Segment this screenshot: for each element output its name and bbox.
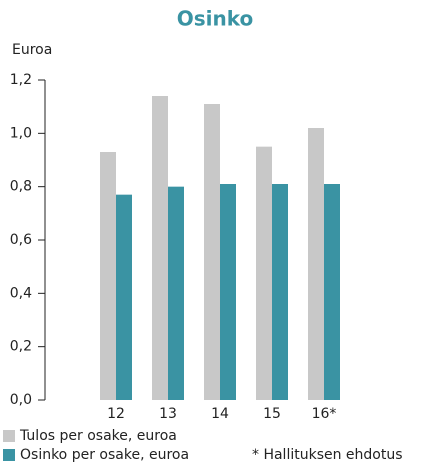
bar — [324, 184, 340, 400]
y-tick-label: 0,8 — [10, 179, 32, 195]
bar — [152, 96, 168, 400]
x-tick-label: 14 — [211, 406, 229, 422]
y-axis-label: Euroa — [12, 42, 52, 58]
annotation: * Hallituksen ehdotus — [252, 447, 403, 463]
y-tick-label: 0,4 — [10, 285, 32, 301]
y-tick-label: 0,2 — [10, 339, 32, 355]
bar — [220, 184, 236, 400]
bar — [204, 104, 220, 400]
x-tick-label: 12 — [107, 406, 125, 422]
legend-label: Tulos per osake, euroa — [19, 428, 177, 444]
x-tick-label: 13 — [159, 406, 177, 422]
y-tick-label: 0,0 — [10, 392, 32, 408]
bar — [100, 152, 116, 400]
x-tick-label: 15 — [263, 406, 281, 422]
bar — [308, 128, 324, 400]
y-tick-label: 1,2 — [10, 72, 32, 88]
y-tick-label: 1,0 — [10, 125, 32, 141]
legend-label: Osinko per osake, euroa — [20, 447, 189, 463]
bar — [116, 194, 132, 400]
bar — [272, 184, 288, 400]
y-tick-label: 0,6 — [10, 232, 32, 248]
legend-swatch — [3, 449, 15, 461]
bar — [168, 186, 184, 400]
legend-swatch — [3, 430, 15, 442]
chart-title: Osinko — [177, 7, 254, 31]
bar — [256, 146, 272, 400]
x-tick-label: 16* — [312, 406, 337, 422]
